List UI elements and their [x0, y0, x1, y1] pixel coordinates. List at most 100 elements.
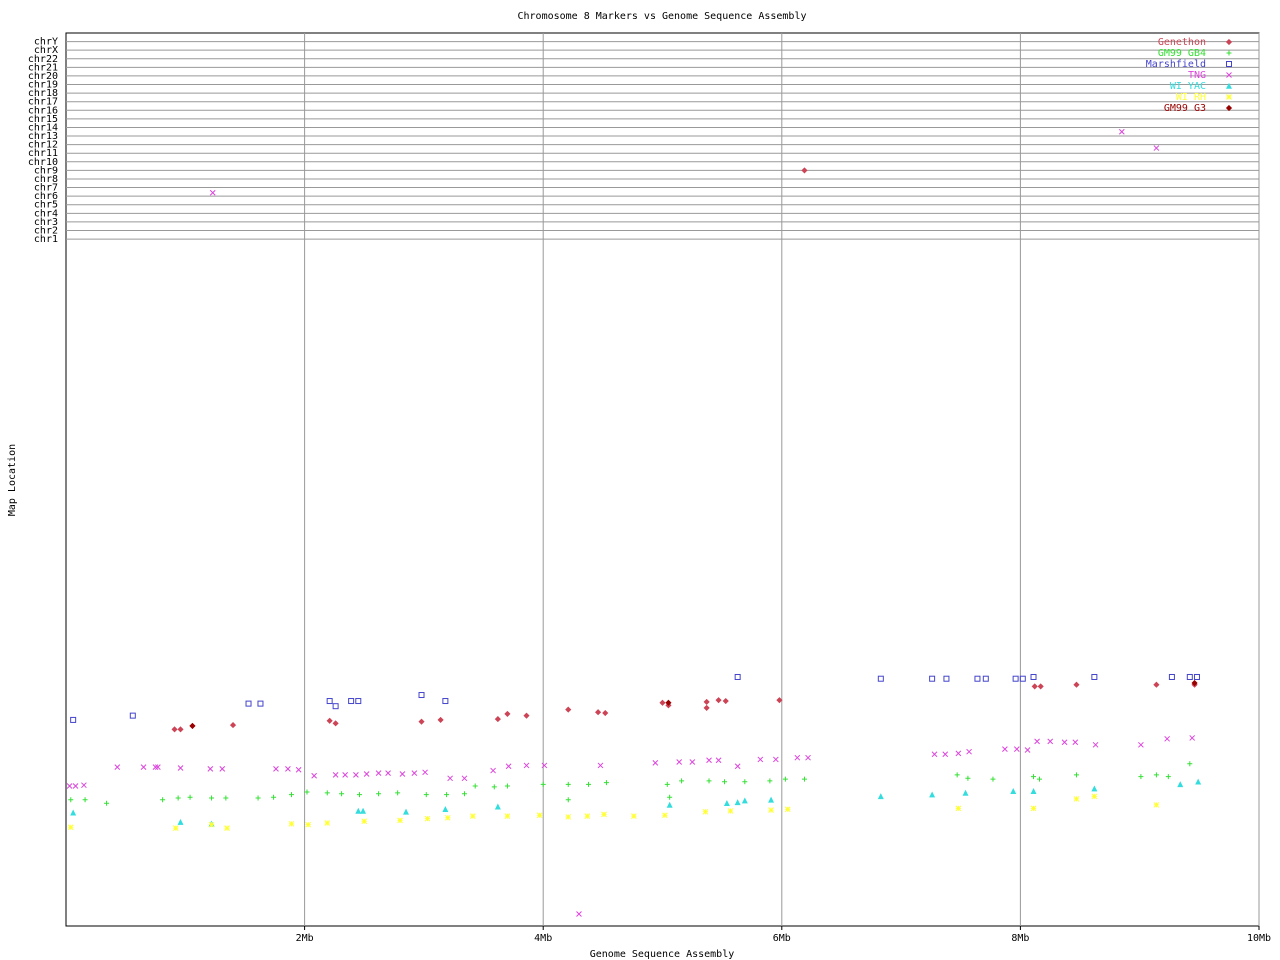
chart-title: Chromosome 8 Markers vs Genome Sequence …	[518, 11, 807, 22]
data-point	[207, 766, 214, 772]
data-point	[418, 692, 425, 699]
legend-label: GM99 GB4	[1158, 48, 1206, 59]
data-point	[356, 792, 362, 798]
data-point	[399, 771, 406, 777]
data-point	[1193, 673, 1200, 680]
data-point	[722, 779, 728, 785]
data-point	[715, 757, 722, 764]
data-point	[424, 815, 431, 822]
legend-marker	[1226, 72, 1232, 78]
data-point	[565, 797, 571, 803]
data-point	[966, 748, 972, 755]
legend-marker	[1226, 82, 1232, 89]
data-point	[376, 791, 382, 797]
data-point	[1019, 675, 1026, 682]
data-point	[504, 783, 510, 789]
y-tick-label: chr18	[28, 88, 58, 99]
data-point	[504, 710, 511, 717]
data-point	[1010, 788, 1017, 794]
data-point	[1031, 683, 1038, 690]
data-point	[114, 764, 121, 771]
data-point	[422, 769, 428, 776]
data-point	[776, 697, 783, 704]
data-point	[603, 780, 609, 786]
data-point	[442, 806, 449, 813]
data-point	[288, 820, 295, 827]
legend-label: Genethon	[1158, 37, 1206, 48]
data-point	[66, 783, 73, 789]
data-point	[461, 775, 468, 782]
data-point	[355, 698, 362, 705]
data-point	[1073, 772, 1079, 778]
data-point	[1091, 785, 1098, 792]
legend-label: WI YAC	[1170, 81, 1206, 92]
data-point	[702, 808, 709, 815]
data-point	[1030, 805, 1037, 812]
legend-marker	[1225, 104, 1233, 112]
data-point	[665, 699, 672, 706]
y-tick-label: chr3	[34, 217, 58, 228]
data-point	[245, 700, 252, 707]
data-point	[67, 824, 74, 831]
legend-marker	[1226, 61, 1232, 67]
data-point	[929, 675, 936, 682]
data-point	[742, 779, 748, 785]
data-point	[1164, 735, 1170, 742]
data-point	[962, 789, 969, 796]
data-point	[955, 805, 962, 812]
legend-marker	[1225, 38, 1233, 46]
data-point	[447, 775, 453, 782]
data-point	[929, 791, 936, 798]
data-point	[703, 704, 710, 711]
data-point	[395, 790, 401, 796]
x-tick-label: 6Mb	[773, 933, 791, 944]
data-point	[257, 700, 264, 707]
data-point	[706, 778, 712, 784]
y-tick-label: chr15	[28, 114, 58, 125]
data-point	[1092, 741, 1099, 748]
data-point	[1153, 681, 1160, 688]
data-point	[982, 675, 989, 682]
data-point	[541, 762, 548, 769]
data-point	[403, 808, 409, 815]
data-point	[1165, 774, 1171, 780]
data-point	[104, 800, 110, 806]
data-point	[437, 716, 444, 723]
data-point	[255, 795, 261, 801]
data-point	[1030, 673, 1037, 680]
data-point	[1091, 673, 1098, 680]
data-point	[353, 772, 359, 778]
data-point	[490, 767, 496, 774]
data-point	[326, 698, 333, 705]
data-point	[595, 709, 602, 716]
data-point	[757, 756, 764, 763]
data-point	[784, 806, 791, 813]
data-point	[1072, 739, 1079, 746]
data-point	[1187, 761, 1193, 767]
data-point	[140, 764, 147, 771]
y-tick-label: chr20	[28, 71, 58, 82]
y-tick-label: chr2	[34, 225, 58, 236]
data-point	[676, 759, 683, 765]
data-point	[1073, 681, 1080, 688]
data-point	[229, 722, 237, 729]
data-point	[1195, 778, 1202, 785]
data-point	[679, 778, 685, 784]
data-point	[472, 783, 478, 789]
data-point	[877, 675, 884, 682]
data-point	[1073, 796, 1080, 802]
data-point	[805, 754, 811, 761]
data-point	[444, 792, 450, 798]
y-axis-label: Map Location	[7, 444, 18, 516]
data-point	[602, 709, 609, 717]
data-point	[70, 716, 77, 723]
x-tick-label: 8Mb	[1011, 933, 1029, 944]
x-tick-label: 10Mb	[1247, 933, 1271, 944]
x-axis-label: Genome Sequence Assembly	[590, 949, 735, 960]
data-point	[418, 718, 425, 725]
legend-label: TNG	[1188, 70, 1206, 81]
data-point	[311, 772, 317, 779]
data-point	[734, 763, 741, 770]
